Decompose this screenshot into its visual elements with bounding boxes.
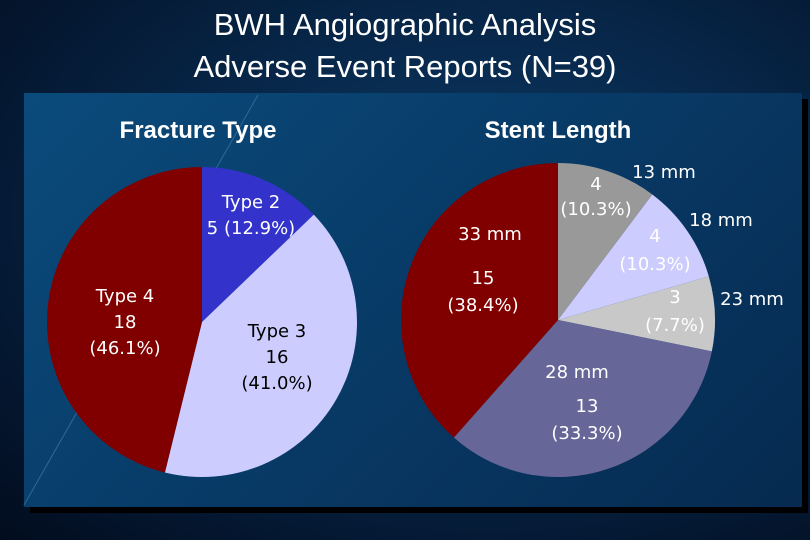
type4-pct-label: (46.1%) xyxy=(89,338,160,359)
mm23-name-label: 23 mm xyxy=(720,289,784,310)
type3-pct-label: (41.0%) xyxy=(241,373,312,394)
mm33-name-label: 33 mm xyxy=(458,224,522,245)
fracture-type-pie xyxy=(47,167,357,477)
chart-title-line2: Adverse Event Reports (N=39) xyxy=(193,49,617,84)
mm23-pct-label: (7.7%) xyxy=(645,315,705,336)
mm33-count-label: 15 xyxy=(472,268,495,289)
type2-label: Type 2 xyxy=(221,192,281,213)
mm28-name-label: 28 mm xyxy=(545,362,609,383)
type4-label: Type 4 xyxy=(95,286,155,307)
mm18-pct-label: (10.3%) xyxy=(619,254,690,275)
pie-slice-mm18 xyxy=(558,194,709,320)
pie-slice-type3 xyxy=(164,214,357,477)
type3-label: Type 3 xyxy=(247,321,307,342)
fracture-type-heading: Fracture Type xyxy=(120,117,277,144)
pie-slice-type2 xyxy=(202,167,314,322)
mm13-pct-label: (10.3%) xyxy=(560,199,631,220)
type2-value-label: 5 (12.9%) xyxy=(207,218,295,239)
pie-slice-mm13 xyxy=(558,163,653,320)
mm18-name-label: 18 mm xyxy=(689,210,753,231)
chart-title-line1: BWH Angiographic Analysis xyxy=(213,7,597,42)
mm28-count-label: 13 xyxy=(576,396,599,417)
stent-length-pie xyxy=(401,163,715,477)
mm13-name-label: 13 mm xyxy=(632,162,696,183)
mm13-count-label: 4 xyxy=(590,174,601,195)
type4-count-label: 18 xyxy=(114,312,137,333)
type3-count-label: 16 xyxy=(266,347,289,368)
mm18-count-label: 4 xyxy=(649,226,660,247)
pie-slice-mm28 xyxy=(453,320,712,477)
stent-length-heading: Stent Length xyxy=(485,117,632,144)
mm33-pct-label: (38.4%) xyxy=(447,295,518,316)
mm28-pct-label: (33.3%) xyxy=(551,423,622,444)
pie-slice-mm33 xyxy=(401,163,558,438)
pie-slice-mm23 xyxy=(558,276,715,352)
pie-slice-type4 xyxy=(47,167,202,473)
mm23-count-label: 3 xyxy=(669,287,680,308)
